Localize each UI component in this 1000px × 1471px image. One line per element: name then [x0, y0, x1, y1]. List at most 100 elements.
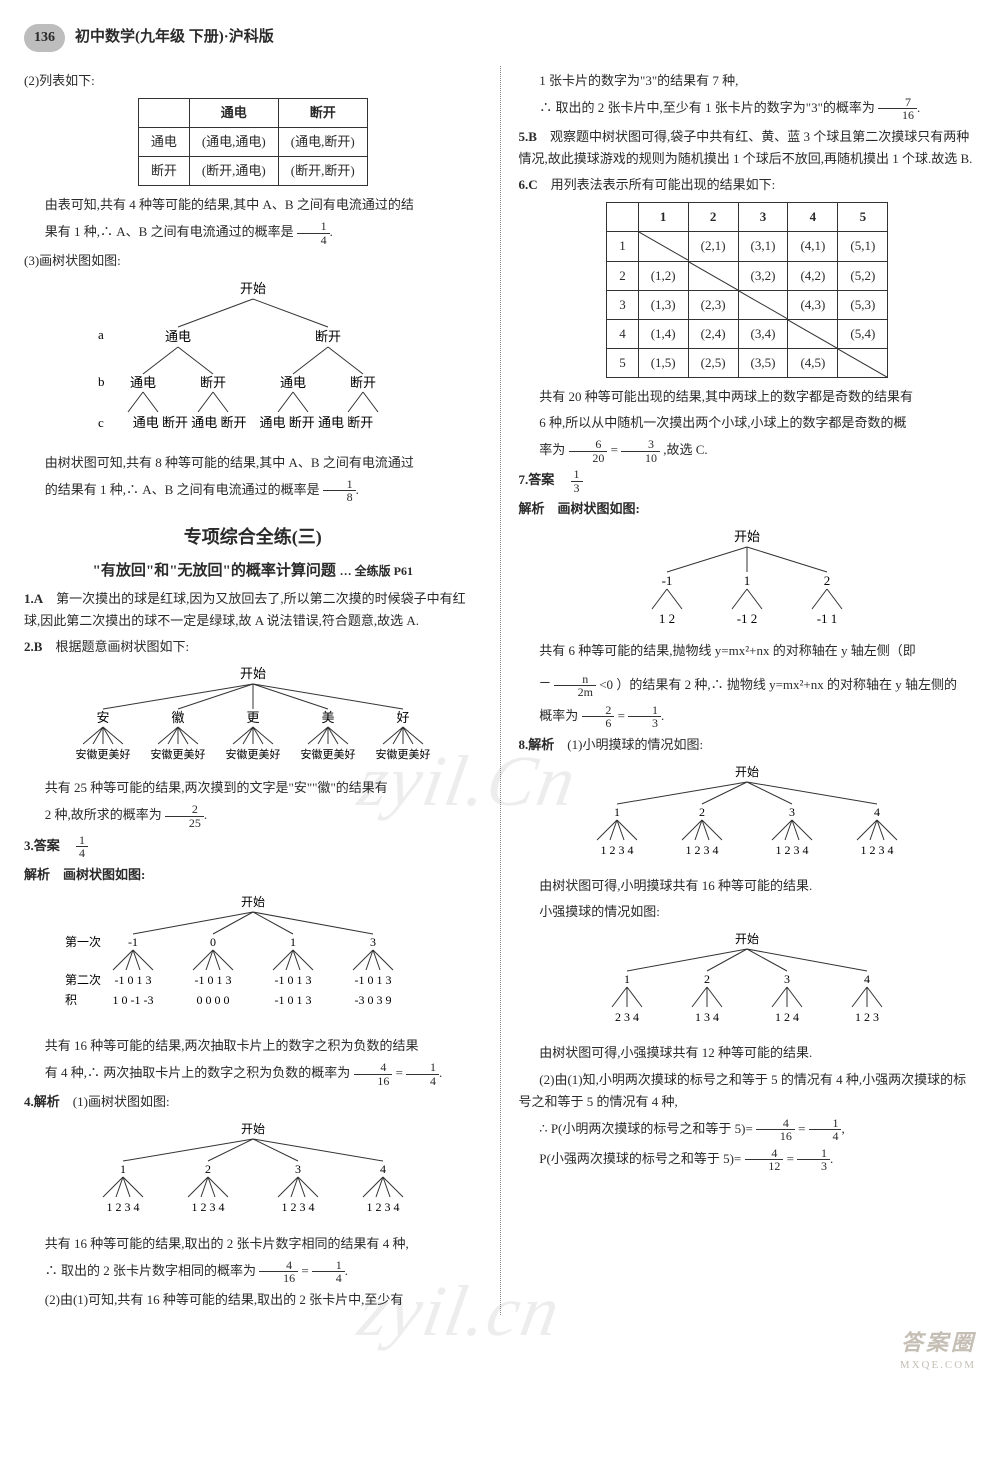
num: 4: [354, 1061, 393, 1075]
para: 6 种,所以从中随机一次摸出两个小球,小球上的数字都是奇数的概: [519, 412, 977, 434]
tree4-svg: 开始 1 2 3 4 1 2 3 4 1 2 3 4 1 2 3 4 1 2 3…: [43, 1119, 463, 1219]
para: 概率为 26 = 13.: [519, 704, 977, 730]
leaf-row: 1 2: [659, 611, 675, 626]
leaf-row: -1 2: [737, 611, 758, 626]
fraction: 416: [756, 1117, 795, 1143]
para: 1 张卡片的数字为"3"的结果有 7 种,: [519, 70, 977, 92]
num: 2: [582, 704, 615, 718]
text: 的结果有 1 种,∴ A、B 之间有电流通过的概率是: [45, 482, 320, 497]
para: 由树状图可得,小明摸球共有 16 种等可能的结果.: [519, 875, 977, 897]
leaf-row: 1 2 4: [775, 1010, 799, 1024]
para: (2)由(1)可知,共有 16 种等可能的结果,取出的 2 张卡片中,至少有: [24, 1289, 482, 1311]
node: 1: [120, 1162, 126, 1176]
num: 1: [323, 478, 356, 492]
q4: 4.解析 (1)画树状图如图:: [24, 1091, 482, 1113]
node: 2: [824, 573, 831, 588]
td: (断开,通电): [189, 157, 278, 186]
tree2-svg: 开始 安 徽 更 美 好 安徽更美好 安徽更美好 安徽更美好 安徽更美好 安徽更…: [43, 664, 463, 764]
leaf: 安徽更美好: [225, 747, 280, 761]
text: ∴ P(小明两次摸球的标号之和等于 5)=: [539, 1121, 753, 1136]
level-label: c: [98, 415, 104, 430]
num: 4: [756, 1117, 795, 1131]
den: 4: [297, 234, 330, 247]
td: (2,5): [688, 348, 738, 377]
fraction: 14: [297, 220, 330, 246]
num: 1: [406, 1061, 439, 1075]
num: 4: [745, 1147, 784, 1161]
leaf-row: 1 2 3 4: [191, 1200, 224, 1214]
td: (5,2): [838, 261, 888, 290]
text: <0: [599, 677, 613, 692]
td: (1,5): [638, 348, 688, 377]
para: 共有 20 种等可能出现的结果,其中两球上的数字都是奇数的结果有: [519, 386, 977, 408]
leaf-row: -1 0 1 3: [354, 973, 391, 987]
q-number: 8.解析: [519, 737, 555, 752]
td: (2,3): [688, 290, 738, 319]
para: 果有 1 种,∴ A、B 之间有电流通过的概率是 14.: [24, 220, 482, 246]
q-text: 根据题意画树状图如下:: [55, 639, 189, 654]
fraction: 620: [569, 438, 608, 464]
node: 4: [874, 805, 880, 819]
leaf-row: 通电 断开 通电 断开 通电 断开 通电 断开: [132, 415, 373, 430]
para: 有 4 种,∴ 两次抽取卡片上的数字之积为负数的概率为 416 = 14.: [24, 1061, 482, 1087]
td: (5,1): [838, 232, 888, 261]
td: (3,4): [738, 319, 788, 348]
text: 果有 1 种,∴ A、B 之间有电流通过的概率是: [45, 224, 294, 239]
para: (2)列表如下:: [24, 70, 482, 92]
tree8a-svg: 开始 1 2 3 4 1 2 3 4 1 2 3 4 1 2 3 4 1 2 3…: [537, 762, 957, 862]
tree-root: 开始: [735, 765, 759, 779]
tree-diagram-3: 开始 第一次 -1 0 1 3 第二次 -1 0 1 3 -1 0 1 3 -1…: [24, 892, 482, 1029]
td: (1,3): [638, 290, 688, 319]
th: 2: [688, 203, 738, 232]
page-number-badge: 136: [24, 24, 65, 52]
td: (1,2): [638, 261, 688, 290]
num: 3: [621, 438, 660, 452]
node: 通电: [280, 375, 306, 390]
label: 解析 画树状图如图:: [24, 867, 145, 882]
q-number: 4.解析: [24, 1094, 60, 1109]
section-subheading: "有放回"和"无放回"的概率计算问题 … 全练版 P61: [24, 559, 482, 585]
leaf: 安徽更美好: [75, 747, 130, 761]
fraction: 412: [745, 1147, 784, 1173]
node: 1: [614, 805, 620, 819]
para: (3)画树状图如图:: [24, 250, 482, 272]
para: 由表可知,共有 4 种等可能的结果,其中 A、B 之间有电流通过的结: [24, 194, 482, 216]
den: 3: [571, 482, 583, 495]
q-number: 1.A: [24, 591, 43, 606]
section-heading: 专项综合全练(三): [24, 522, 482, 553]
text: ∴ 取出的 2 张卡片数字相同的概率为: [45, 1263, 256, 1278]
leaf-row: -1 0 1 3: [274, 993, 311, 1007]
td-diag: [788, 319, 838, 348]
den: 10: [621, 452, 660, 465]
td: (3,1): [738, 232, 788, 261]
para: 共有 16 种等可能的结果,两次抽取卡片上的数字之积为负数的结果: [24, 1035, 482, 1057]
level-label: 积: [65, 993, 77, 1007]
td: (3,2): [738, 261, 788, 290]
left-paren: −: [539, 672, 550, 694]
leaf-row: 1 2 3 4: [601, 843, 634, 857]
th: 3: [738, 203, 788, 232]
den: 8: [323, 491, 356, 504]
q-text: 用列表法表示所有可能出现的结果如下:: [551, 177, 776, 192]
td: (5,3): [838, 290, 888, 319]
text: 2 种,故所求的概率为: [45, 808, 162, 823]
num: 1: [809, 1117, 842, 1131]
den: 16: [354, 1075, 393, 1088]
fraction: 416: [354, 1061, 393, 1087]
fraction: 14: [312, 1259, 345, 1285]
num: 6: [569, 438, 608, 452]
tree-root: 开始: [240, 281, 266, 296]
q3-analysis: 解析 画树状图如图:: [24, 864, 482, 886]
td: (5,4): [838, 319, 888, 348]
q6: 6.C 用列表法表示所有可能出现的结果如下:: [519, 174, 977, 196]
q-text: 观察题中树状图可得,袋子中共有红、黄、蓝 3 个球且第二次摸球只有两种情况,故此…: [519, 129, 973, 166]
footer-watermark2: MXQE.COM: [900, 1356, 976, 1375]
th: [138, 98, 189, 127]
tree3-svg: 开始 第一次 -1 0 1 3 第二次 -1 0 1 3 -1 0 1 3 -1…: [43, 892, 463, 1022]
den: 4: [76, 847, 88, 860]
num: 1: [76, 834, 88, 848]
leaf-row: -3 0 3 9: [354, 993, 391, 1007]
level-label: 第二次: [65, 973, 101, 987]
node: 1: [744, 573, 751, 588]
node: 更: [246, 710, 259, 725]
